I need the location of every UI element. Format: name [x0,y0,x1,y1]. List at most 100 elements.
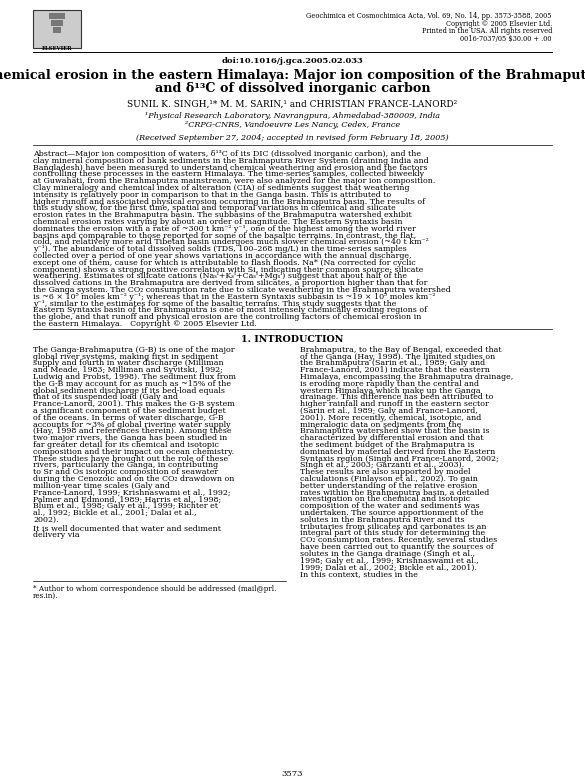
Text: global sediment discharge if its bed-load equals: global sediment discharge if its bed-loa… [33,387,225,395]
Text: better understanding of the relative erosion: better understanding of the relative ero… [300,482,477,490]
Text: western Himalaya which make up the Ganga: western Himalaya which make up the Ganga [300,387,480,395]
Text: a significant component of the sediment budget: a significant component of the sediment … [33,407,226,415]
Text: 1998; Galy et al., 1999; Krishnaswami et al.,: 1998; Galy et al., 1999; Krishnaswami et… [300,557,479,565]
Text: 3573: 3573 [282,770,303,778]
Text: and δ¹³C of dissolved inorganic carbon: and δ¹³C of dissolved inorganic carbon [154,82,431,95]
Text: al., 1992; Bickle et al., 2001; Dalai et al.,: al., 1992; Bickle et al., 2001; Dalai et… [33,509,197,517]
Text: cold, and relatively more arid Tibetan basin undergoes much slower chemical eros: cold, and relatively more arid Tibetan b… [33,238,429,247]
Bar [53,27,61,33]
Text: 1999; Dalai et al., 2002; Bickle et al., 2001).: 1999; Dalai et al., 2002; Bickle et al.,… [300,564,477,572]
Text: component) shows a strong positive correlation with Si, indicating their common : component) shows a strong positive corre… [33,265,424,273]
Text: at Guwahati, from the Brahmaputra mainstream, were also analyzed for the major i: at Guwahati, from the Brahmaputra mainst… [33,177,435,186]
Text: Bangladesh) have been measured to understand chemical weathering and erosion and: Bangladesh) have been measured to unders… [33,164,428,171]
Text: basins and comparable to those reported for some of the basaltic terrains. In co: basins and comparable to those reported … [33,232,416,240]
Text: res.in).: res.in). [33,592,58,600]
Text: Blum et al., 1998; Galy et al., 1999; Richter et: Blum et al., 1998; Galy et al., 1999; Ri… [33,502,218,511]
Text: 0016-7037/05 $30.00 + .00: 0016-7037/05 $30.00 + .00 [460,34,552,42]
Text: of the Ganga (Hay, 1998). The limited studies on: of the Ganga (Hay, 1998). The limited st… [300,352,495,361]
Text: mineralogic data on sediments from the: mineralogic data on sediments from the [300,420,461,428]
Text: Palmer and Edmond, 1989; Harris et al., 1998;: Palmer and Edmond, 1989; Harris et al., … [33,496,221,503]
Text: characterized by differential erosion and that: characterized by differential erosion an… [300,435,483,442]
Text: Ludwig and Probst, 1998). The sediment flux from: Ludwig and Probst, 1998). The sediment f… [33,373,236,381]
Text: tributaries from silicates and carbonates is an: tributaries from silicates and carbonate… [300,522,486,531]
Text: and Meade, 1983; Milliman and Syvitski, 1992;: and Meade, 1983; Milliman and Syvitski, … [33,366,223,374]
Text: rivers, particularly the Ganga, in contributing: rivers, particularly the Ganga, in contr… [33,461,218,469]
Text: erosion rates in the Brahmaputra basin. The subbasins of the Brahmaputra watersh: erosion rates in the Brahmaputra basin. … [33,211,412,219]
Bar [33,10,81,48]
Text: calculations (Finlayson et al., 2002). To gain: calculations (Finlayson et al., 2002). T… [300,475,477,483]
Text: million-year time scales (Galy and: million-year time scales (Galy and [33,482,170,490]
Text: * Author to whom correspondence should be addressed (mail@prl.: * Author to whom correspondence should b… [33,585,276,593]
Text: composition of the water and sediments was: composition of the water and sediments w… [300,502,479,511]
Text: Abstract—Major ion composition of waters, δ¹³C of its DIC (dissolved inorganic c: Abstract—Major ion composition of waters… [33,150,421,158]
Text: CO₂ consumption rates. Recently, several studies: CO₂ consumption rates. Recently, several… [300,536,497,544]
Text: weathering. Estimates of silicate cations (Naₛᴵ+Kₛᴵ+Caₛᴵ+Mgₛᴵ) suggest that abou: weathering. Estimates of silicate cation… [33,272,407,280]
Text: two major rivers, the Ganga has been studied in: two major rivers, the Ganga has been stu… [33,435,227,442]
Text: dissolved cations in the Brahmaputra are derived from silicates, a proportion hi: dissolved cations in the Brahmaputra are… [33,280,428,287]
Text: 2001). More recently, chemical, isotopic, and: 2001). More recently, chemical, isotopic… [300,413,481,422]
Text: the G-B may account for as much as ~15% of the: the G-B may account for as much as ~15% … [33,380,231,388]
Text: France-Lanord, 2001) indicate that the eastern: France-Lanord, 2001) indicate that the e… [300,366,490,374]
Text: 1. INTRODUCTION: 1. INTRODUCTION [241,335,344,344]
Text: Clay mineralogy and chemical index of alteration (CIA) of sediments suggest that: Clay mineralogy and chemical index of al… [33,184,409,192]
Text: ¹Physical Research Laboratory, Navrangpura, Ahmedabad-380009, India: ¹Physical Research Laboratory, Navrangpu… [145,112,440,120]
Text: Geochimica et Cosmochimica Acta, Vol. 69, No. 14, pp. 3573-3588, 2005: Geochimica et Cosmochimica Acta, Vol. 69… [307,12,552,20]
Text: (Hay, 1998 and references therein). Among these: (Hay, 1998 and references therein). Amon… [33,428,232,435]
Text: accounts for ~3% of global riverine water supply: accounts for ~3% of global riverine wate… [33,420,230,428]
Text: solutes in the Brahmaputra River and its: solutes in the Brahmaputra River and its [300,516,464,524]
Text: dominates the erosion with a rate of ~300 t km⁻² y⁻¹, one of the highest among t: dominates the erosion with a rate of ~30… [33,225,416,233]
Text: integral part of this study for determining the: integral part of this study for determin… [300,529,484,537]
Text: In this context, studies in the: In this context, studies in the [300,570,417,578]
Text: Himalaya, encompassing the Brahmaputra drainage,: Himalaya, encompassing the Brahmaputra d… [300,373,512,381]
Text: Syntaxis region (Singh and France-Lanord, 2002;: Syntaxis region (Singh and France-Lanord… [300,455,498,463]
Text: Printed in the USA. All rights reserved: Printed in the USA. All rights reserved [422,27,552,35]
Text: Chemical erosion in the eastern Himalaya: Major ion composition of the Brahmaput: Chemical erosion in the eastern Himalaya… [0,69,585,82]
Text: to Sr and Os isotopic composition of seawater: to Sr and Os isotopic composition of sea… [33,468,218,476]
Text: undertaken. The source apportionment of the: undertaken. The source apportionment of … [300,509,483,517]
Text: These results are also supported by model: These results are also supported by mode… [300,468,470,476]
Text: Brahmaputra, to the Bay of Bengal, exceeded that: Brahmaputra, to the Bay of Bengal, excee… [300,346,501,354]
Text: Singh et al., 2003; Garzanti et al., 2003).: Singh et al., 2003; Garzanti et al., 200… [300,461,464,469]
Text: is ~6 × 10⁵ moles km⁻² y⁻¹; whereas that in the Eastern Syntaxis subbasin is ~19: is ~6 × 10⁵ moles km⁻² y⁻¹; whereas that… [33,293,435,301]
Text: ELSEVIER: ELSEVIER [42,46,73,51]
Text: far greater detail for its chemical and isotopic: far greater detail for its chemical and … [33,441,219,449]
Text: that of its suspended load (Galy and: that of its suspended load (Galy and [33,393,178,402]
Text: supply and fourth in water discharge (Milliman: supply and fourth in water discharge (Mi… [33,359,223,367]
Text: Brahmaputra watershed show that the basin is: Brahmaputra watershed show that the basi… [300,428,489,435]
Text: global river systems, making first in sediment: global river systems, making first in se… [33,352,218,361]
Text: composition and their impact on ocean chemistry.: composition and their impact on ocean ch… [33,448,234,456]
Text: (Received September 27, 2004; accepted in revised form February 18, 2005): (Received September 27, 2004; accepted i… [136,134,449,142]
Text: clay mineral composition of bank sediments in the Brahmaputra River System (drai: clay mineral composition of bank sedimen… [33,157,429,164]
Text: controlling these processes in the eastern Himalaya. The time-series samples, co: controlling these processes in the easte… [33,171,424,179]
Text: Copyright © 2005 Elsevier Ltd.: Copyright © 2005 Elsevier Ltd. [446,20,552,27]
Text: The Ganga-Brahmaputra (G-B) is one of the major: The Ganga-Brahmaputra (G-B) is one of th… [33,346,235,354]
Text: France-Lanord, 2001). This makes the G-B system: France-Lanord, 2001). This makes the G-B… [33,400,235,408]
Text: the Ganga system. The CO₂ consumption rate due to silicate weathering in the Bra: the Ganga system. The CO₂ consumption ra… [33,286,451,294]
Text: chemical erosion rates varying by about an order of magnitude. The Eastern Synta: chemical erosion rates varying by about … [33,218,402,226]
Text: Eastern Syntaxis basin of the Brahmaputra is one of most intensely chemically er: Eastern Syntaxis basin of the Brahmaputr… [33,306,427,315]
Text: collected over a period of one year shows variations in accordance with the annu: collected over a period of one year show… [33,252,411,260]
Text: SUNIL K. SINGH,¹* M. M. SARIN,¹ and CHRISTIAN FRANCE-LANORD²: SUNIL K. SINGH,¹* M. M. SARIN,¹ and CHRI… [128,100,457,109]
Text: These studies have brought out the role of these: These studies have brought out the role … [33,455,228,463]
Bar [51,20,63,26]
Text: of the oceans. In terms of water discharge, G-B: of the oceans. In terms of water dischar… [33,413,223,422]
Text: the eastern Himalaya. Copyright © 2005 Elsevier Ltd.: the eastern Himalaya. Copyright © 2005 E… [33,320,257,328]
Text: y⁻¹). The abundance of total dissolved solids (TDS, 100–268 mg/L) in the time-se: y⁻¹). The abundance of total dissolved s… [33,245,407,253]
Text: rates within the Brahmaputra basin, a detailed: rates within the Brahmaputra basin, a de… [300,489,488,496]
Text: investigation on the chemical and isotopic: investigation on the chemical and isotop… [300,496,470,503]
Bar [49,13,65,19]
Text: the sediment budget of the Brahmaputra is: the sediment budget of the Brahmaputra i… [300,441,474,449]
Text: higher rainfall and runoff in the eastern sector: higher rainfall and runoff in the easter… [300,400,488,408]
Text: It is well documented that water and sediment: It is well documented that water and sed… [33,525,221,532]
Text: drainage. This difference has been attributed to: drainage. This difference has been attri… [300,393,493,402]
Text: (Sarin et al., 1989; Galy and France-Lanord,: (Sarin et al., 1989; Galy and France-Lan… [300,407,477,415]
Text: intensity is relatively poor in comparison to that in the Ganga basin. This is a: intensity is relatively poor in comparis… [33,191,391,199]
Text: the globe, and that runoff and physical erosion are the controlling factors of c: the globe, and that runoff and physical … [33,313,421,321]
Text: higher runoff and associated physical erosion occurring in the Brahmaputra basin: higher runoff and associated physical er… [33,197,425,206]
Text: ²CRPG-CNRS, Vandoeuvre Les Nancy, Cedex, France: ²CRPG-CNRS, Vandoeuvre Les Nancy, Cedex,… [185,121,400,129]
Text: during the Cenozoic and on the CO₂ drawdown on: during the Cenozoic and on the CO₂ drawd… [33,475,235,483]
Text: y⁻¹, similar to the estimates for some of the basaltic terrains. This study sugg: y⁻¹, similar to the estimates for some o… [33,300,397,308]
Text: dominated by material derived from the Eastern: dominated by material derived from the E… [300,448,495,456]
Text: France-Lanord, 1999; Krishnaswami et al., 1992;: France-Lanord, 1999; Krishnaswami et al.… [33,489,230,496]
Text: 2002).: 2002). [33,516,58,524]
